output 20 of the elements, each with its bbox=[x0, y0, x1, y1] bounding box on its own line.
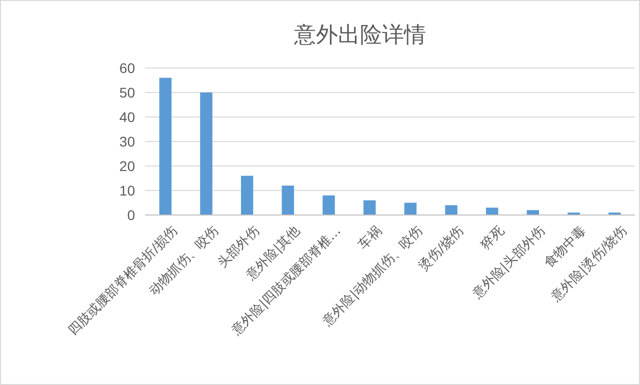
bar bbox=[322, 195, 335, 215]
bar bbox=[159, 78, 172, 215]
y-tick-label: 20 bbox=[119, 158, 136, 174]
y-tick-label: 60 bbox=[119, 60, 136, 76]
bar bbox=[200, 92, 212, 215]
bar bbox=[486, 208, 498, 215]
bar bbox=[282, 186, 294, 215]
chart-title: 意外出险详情 bbox=[293, 23, 426, 48]
y-tick-label: 50 bbox=[119, 84, 136, 100]
bar bbox=[404, 202, 417, 215]
y-tick-label: 30 bbox=[119, 133, 136, 150]
y-tick-label: 10 bbox=[119, 182, 136, 198]
bar bbox=[526, 210, 540, 215]
bar bbox=[363, 200, 376, 215]
y-tick-label: 40 bbox=[119, 108, 136, 125]
x-tick-label: 车祸 bbox=[356, 224, 385, 253]
bar bbox=[445, 205, 458, 215]
bar bbox=[240, 176, 254, 215]
y-tick-label: 0 bbox=[127, 206, 136, 223]
x-tick-label: 猝死 bbox=[478, 224, 508, 253]
